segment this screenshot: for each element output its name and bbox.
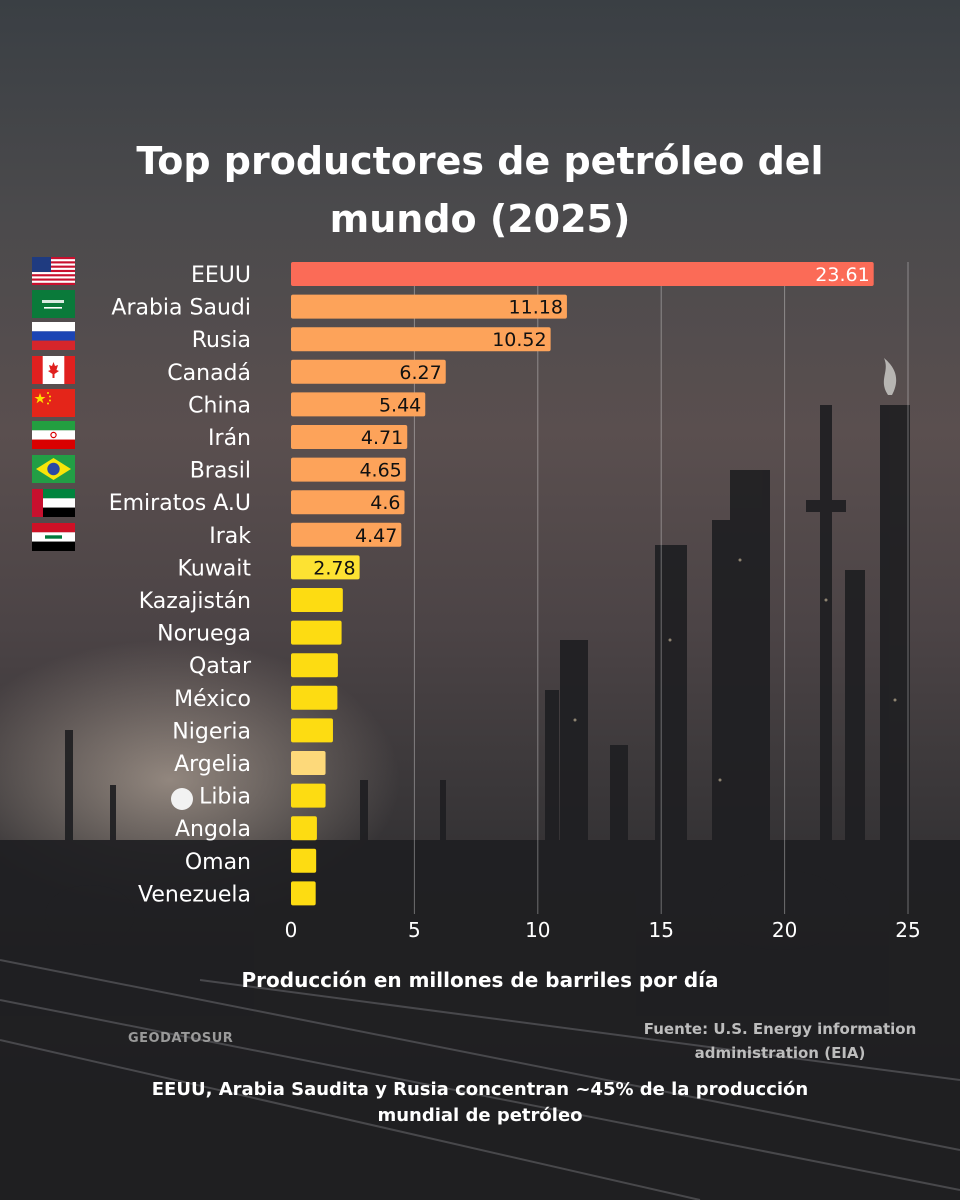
category-label: EEUU <box>191 263 251 288</box>
bar <box>291 294 567 319</box>
data-label: 6.27 <box>399 362 441 384</box>
iraq-flag-icon <box>32 523 75 551</box>
x-tick-label: 5 <box>408 918 421 942</box>
chart-title: Top productores de petróleo del mundo (2… <box>136 139 824 241</box>
china-flag-icon <box>32 389 75 417</box>
source-note: Fuente: U.S. Energy information administ… <box>630 1017 930 1065</box>
category-label: Kuwait <box>178 556 252 581</box>
bar <box>291 262 874 286</box>
bar <box>291 359 446 384</box>
category-label: Libia <box>199 785 251 810</box>
x-tick-label: 0 <box>285 918 298 942</box>
category-label: Nigeria <box>172 719 251 744</box>
x-tick-label: 15 <box>648 918 673 942</box>
bar <box>291 522 402 547</box>
brand-watermark: GEODATOSUR <box>128 1031 234 1046</box>
data-label: 4.47 <box>355 525 397 547</box>
bar <box>291 327 551 352</box>
summary-line-1: EEUU, Arabia Saudita y Rusia concentran … <box>151 1079 809 1100</box>
us-flag-icon <box>32 257 75 285</box>
bar <box>291 392 426 417</box>
category-label: Noruega <box>157 622 251 647</box>
bar <box>291 685 338 710</box>
canada-flag-icon <box>32 356 75 384</box>
x-tick-label: 20 <box>772 918 797 942</box>
category-label: Emiratos A.U <box>109 491 251 516</box>
data-label: 4.71 <box>361 427 403 449</box>
bar <box>291 848 317 873</box>
x-tick-label: 10 <box>525 918 550 942</box>
category-label: Argelia <box>174 752 251 777</box>
category-label: Venezuela <box>138 882 251 907</box>
iran-flag-icon <box>32 421 75 449</box>
bar <box>291 457 406 482</box>
source-line-1: Fuente: U.S. Energy information <box>643 1020 917 1038</box>
category-label: Oman <box>185 850 251 875</box>
russia-flag-icon <box>32 322 75 350</box>
bar <box>291 783 326 808</box>
source-line-2: administration (EIA) <box>694 1044 866 1062</box>
bar-chart: EEUU Arabia Saudi Rusia Canadá China Irán Bras… <box>109 262 921 942</box>
category-label: Arabia Saudi <box>111 296 251 321</box>
category-label: Brasil <box>190 459 251 484</box>
bar <box>291 653 338 678</box>
x-tick-label: 25 <box>895 918 920 942</box>
bar <box>291 620 342 645</box>
bar <box>291 881 316 906</box>
data-label: 2.78 <box>313 557 355 579</box>
bar <box>291 588 343 612</box>
bar <box>291 751 326 775</box>
bar <box>291 490 405 515</box>
category-label: Kazajistán <box>139 589 251 614</box>
brazil-flag-icon <box>32 455 75 483</box>
data-label: 23.61 <box>815 264 869 286</box>
category-label: México <box>174 687 251 712</box>
category-label: Irak <box>209 524 251 549</box>
bar <box>291 718 333 743</box>
bar <box>291 425 408 449</box>
uae-flag-icon <box>32 489 75 517</box>
category-label: Angola <box>175 817 251 842</box>
saudi-arabia-flag-icon <box>32 290 75 318</box>
category-label: Irán <box>208 426 251 451</box>
data-label: 10.52 <box>492 329 546 351</box>
category-label: Qatar <box>189 654 252 679</box>
x-axis-label: Producción en millones de barriles por d… <box>241 968 719 992</box>
data-label: 11.18 <box>509 297 563 319</box>
bar <box>291 816 317 841</box>
data-label: 4.65 <box>359 460 401 482</box>
category-label: Rusia <box>192 328 251 353</box>
summary-line-2: mundial de petróleo <box>377 1105 583 1126</box>
summary-note: EEUU, Arabia Saudita y Rusia concentran … <box>110 1077 850 1129</box>
data-label: 4.6 <box>370 492 400 514</box>
data-label: 5.44 <box>379 394 421 416</box>
category-label: Canadá <box>167 361 251 386</box>
bar <box>291 555 360 580</box>
category-label: China <box>188 393 251 418</box>
